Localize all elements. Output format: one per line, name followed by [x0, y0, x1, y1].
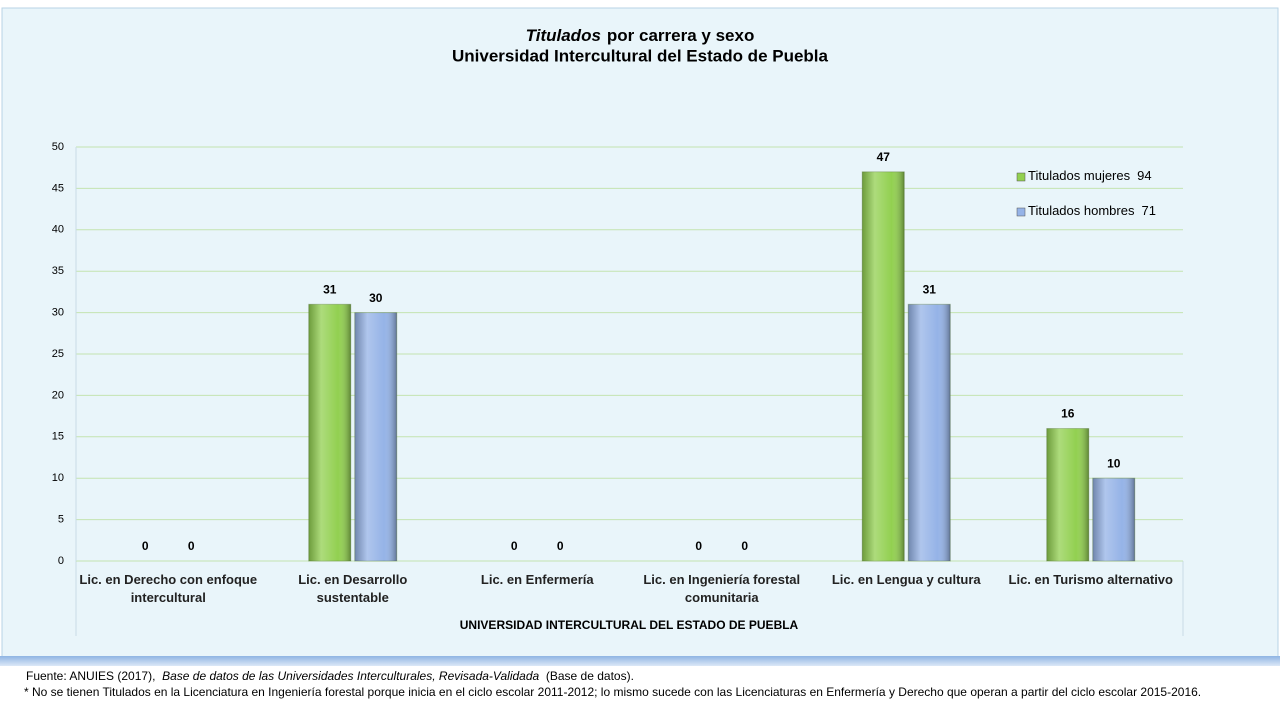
- y-tick-label: 15: [52, 431, 64, 443]
- x-tick-label: Lic. en Derecho con enfoque intercultura…: [79, 572, 258, 605]
- x-tick-label: Lic. en Turismo alternativo: [1008, 572, 1173, 587]
- data-label: 30: [369, 291, 383, 305]
- bar-shade: [354, 312, 397, 561]
- legend-swatch: [1016, 207, 1026, 217]
- data-label: 0: [695, 539, 702, 553]
- data-label: 0: [557, 539, 564, 553]
- source: Fuente: ANUIES (2017), Base de datos de …: [26, 668, 1230, 684]
- x-tick-label: Lic. en Desarrollo sustentable: [298, 572, 408, 605]
- y-tick-label: 40: [52, 224, 64, 236]
- x-tick-label: Lic. en Enfermería: [480, 572, 594, 587]
- data-label: 47: [877, 150, 891, 164]
- data-label: 0: [188, 539, 195, 553]
- y-tick-label: 30: [52, 307, 64, 319]
- data-label: 0: [142, 539, 149, 553]
- chart-subtitle: Universidad Intercultural del Estado de …: [452, 46, 829, 65]
- y-tick-label: 50: [52, 141, 64, 153]
- data-label: 16: [1061, 407, 1075, 421]
- source-suffix: (Base de datos).: [545, 669, 634, 683]
- footer: Fuente: ANUIES (2017), Base de datos de …: [24, 668, 1230, 700]
- source-prefix: Fuente: ANUIES (2017),: [26, 669, 156, 683]
- legend-name: Titulados hombres: [1028, 203, 1135, 218]
- data-label: 0: [511, 539, 518, 553]
- bar-shade: [862, 171, 905, 561]
- x-tick-label: Lic. en Ingeniería forestal comunitaria: [643, 572, 801, 605]
- legend-total: 94: [1137, 168, 1151, 183]
- title-text: por carrera y sexo: [607, 26, 754, 45]
- legend-swatch: [1016, 172, 1026, 182]
- data-label: 31: [923, 282, 937, 296]
- y-tick-label: 10: [52, 472, 64, 484]
- bar-shade: [908, 304, 951, 561]
- x-axis-label: UNIVERSIDAD INTERCULTURAL DEL ESTADO DE …: [460, 618, 799, 632]
- y-tick-label: 20: [52, 389, 64, 401]
- data-label: 10: [1107, 456, 1121, 470]
- bar-shade: [308, 304, 351, 561]
- divider: [0, 656, 1280, 666]
- legend-name: Titulados mujeres: [1028, 168, 1131, 183]
- legend-entry: Titulados hombres 71: [1028, 203, 1156, 218]
- source-title: Base de datos de las Universidades Inter…: [162, 669, 540, 683]
- note: * No se tienen Titulados en la Licenciat…: [24, 685, 1202, 699]
- legend-entry: Titulados mujeres 94: [1028, 168, 1152, 183]
- y-tick-label: 45: [52, 182, 64, 194]
- bar-shade: [1092, 478, 1135, 561]
- bar-shade: [1046, 428, 1089, 561]
- chart-title: Titulados por carrera y sexo: [526, 26, 755, 45]
- y-tick-label: 35: [52, 265, 64, 277]
- data-label: 0: [741, 539, 748, 553]
- y-tick-label: 0: [58, 555, 64, 567]
- title-emphasis: Titulados: [526, 26, 601, 45]
- data-label: 31: [323, 282, 337, 296]
- legend-total: 71: [1141, 203, 1155, 218]
- y-tick-label: 25: [52, 348, 64, 360]
- y-tick-label: 5: [58, 514, 64, 526]
- x-tick-label: Lic. en Lengua y cultura: [831, 572, 981, 587]
